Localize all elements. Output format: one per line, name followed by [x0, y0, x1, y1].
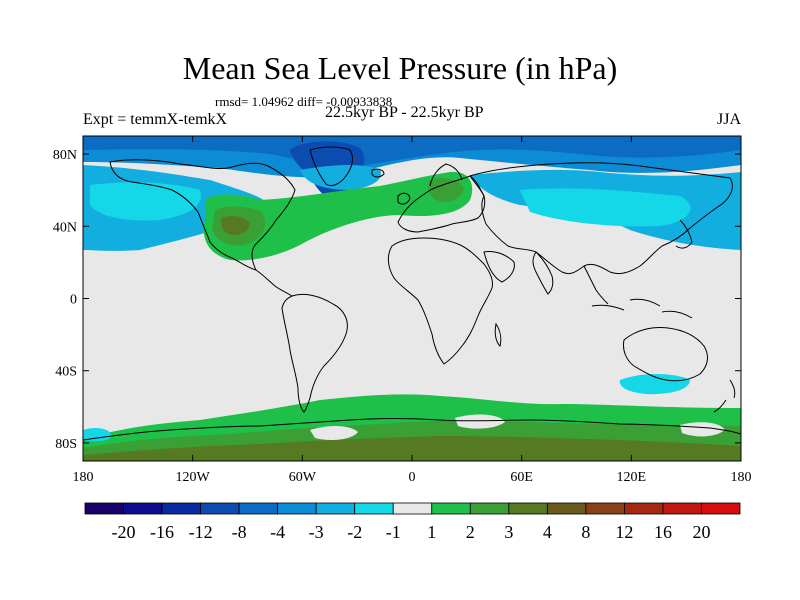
coast-british-isles [397, 192, 411, 205]
colorbar-swatch [161, 502, 201, 515]
colorbar-label: 12 [615, 522, 633, 542]
colorbar-swatch [277, 502, 317, 515]
colorbar-swatch [238, 502, 279, 515]
colorbar-label: -12 [189, 522, 213, 542]
colorbar-label: -20 [112, 522, 136, 542]
colorbar-swatch [508, 502, 548, 515]
lon-tick-label: 120W [176, 470, 211, 485]
coast-madagascar [494, 322, 502, 347]
colorbar-swatch [315, 502, 356, 515]
colorbar-swatch [662, 502, 702, 515]
colorbar-swatch [392, 502, 433, 515]
colorbar-label: 16 [654, 522, 672, 542]
coast-new-zealand [713, 379, 736, 413]
coast-africa [387, 237, 493, 365]
pacific-lightcyan-patch [90, 182, 201, 221]
lat-tick-label: 40N [53, 220, 77, 235]
coast-central-america [255, 269, 293, 297]
coast-iceland [371, 168, 385, 178]
colorbar-label: 20 [692, 522, 710, 542]
colorbar-swatch [546, 502, 587, 515]
colorbar-label: -8 [232, 522, 247, 542]
antarctic-brown-band [83, 436, 741, 461]
stats-text: rmsd= 1.04962 diff= -0.00933838 [215, 94, 393, 109]
lat-tick-label: 80N [53, 148, 77, 163]
longitude-ticks: 180 120W 60W 0 60E 120E 180 [73, 136, 752, 485]
antarctic-neutral-patch-1 [310, 426, 358, 440]
antarctic-neutral-patch-2 [455, 414, 505, 429]
map-plot-area [83, 136, 741, 461]
period-label: 22.5kyr BP - 22.5kyr BP [325, 104, 484, 121]
lon-tick-label: 180 [731, 470, 752, 485]
europe-olive-core [428, 178, 464, 202]
antarctic-neutral-patch-3 [680, 422, 725, 437]
arctic-midblue-band [83, 136, 741, 167]
coast-north-america [109, 159, 296, 271]
lon-tick-label: 120E [617, 470, 647, 485]
north-america-brown-core [221, 216, 250, 235]
colorbar-swatch [701, 502, 741, 515]
lon-tick-label: 0 [409, 470, 416, 485]
colorbar-swatch [84, 502, 124, 515]
colorbar-swatch [431, 502, 471, 515]
coastlines [83, 146, 741, 441]
colorbar-swatch [200, 502, 240, 515]
colorbar-swatch [624, 502, 664, 515]
coast-south-america [281, 293, 348, 413]
lat-tick-label: 80S [55, 437, 77, 452]
coast-southeast-asia [583, 265, 609, 305]
colorbar: -20 -16 -12 -8 -4 -3 -2 -1 1 2 3 4 8 12 16 20 [84, 502, 741, 542]
latitude-ticks: 80N 40N 0 40S 80S [53, 148, 741, 452]
coast-australia [623, 327, 708, 382]
lat-tick-label: 40S [55, 365, 77, 380]
coast-scandinavia [429, 163, 463, 187]
colorbar-label: -4 [270, 522, 285, 542]
season-label: JJA [716, 111, 741, 128]
coast-antarctica [83, 418, 741, 441]
lat-tick-label: 0 [70, 293, 77, 308]
colorbar-swatch [354, 502, 394, 515]
colorbar-label: -2 [347, 522, 362, 542]
southern-cyan-patch-1 [619, 374, 690, 395]
southern-cyan-patch-2 [83, 428, 112, 442]
colorbar-swatch [123, 502, 163, 515]
colorbar-label: 3 [504, 522, 513, 542]
coast-japan [675, 219, 693, 249]
coast-greenland [309, 146, 354, 187]
lon-tick-label: 60E [510, 470, 533, 485]
colorbar-label: -16 [150, 522, 174, 542]
lon-tick-label: 180 [73, 470, 94, 485]
coast-asia [469, 162, 733, 275]
lon-tick-label: 60W [289, 470, 317, 485]
north-america-europe-green [203, 171, 473, 261]
colorbar-label: 4 [543, 522, 552, 542]
colorbar-label: 8 [581, 522, 590, 542]
experiment-label: Expt = temmX-temkX [83, 111, 228, 128]
colorbar-swatch [469, 502, 510, 515]
atlantic-cyan-patch [300, 165, 381, 190]
coast-arabia [483, 251, 515, 283]
colorbar-label: 2 [466, 522, 475, 542]
coast-indonesia [591, 298, 693, 319]
asia-lightcyan-patch [520, 188, 691, 227]
map-title: Mean Sea Level Pressure (in hPa) [182, 50, 618, 86]
colorbar-swatch [585, 502, 625, 515]
colorbar-label: -3 [309, 522, 324, 542]
colorbar-label: 1 [427, 522, 436, 542]
coast-india [532, 251, 554, 295]
colorbar-label: -1 [386, 522, 401, 542]
